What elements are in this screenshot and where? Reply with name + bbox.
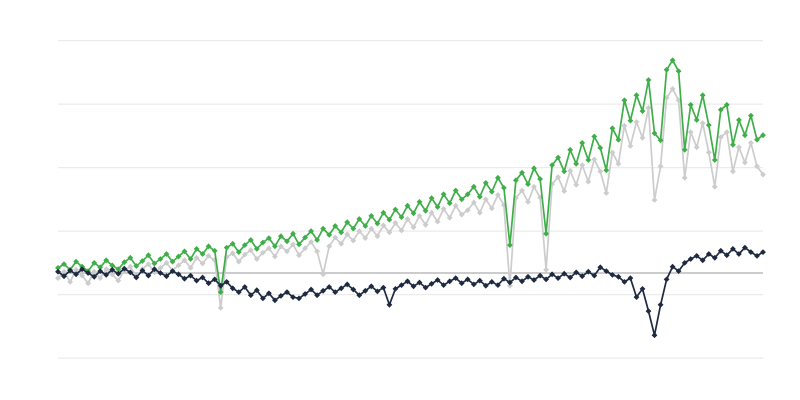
series-green-line (57, 59, 764, 293)
series-navy-line (57, 246, 764, 337)
series-gray-markers (55, 86, 766, 311)
series-gray-line (57, 88, 764, 309)
